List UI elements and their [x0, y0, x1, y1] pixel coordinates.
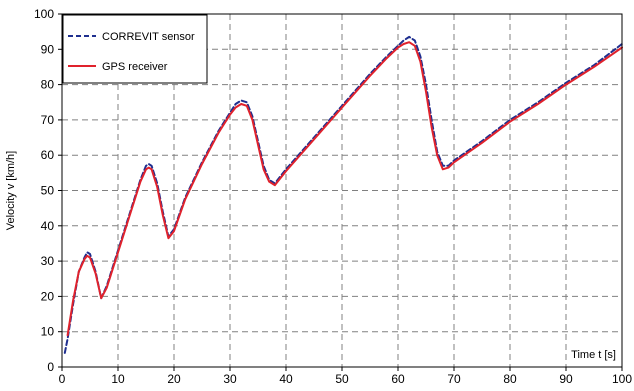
y-tick-label: 30 — [41, 254, 55, 268]
x-axis-label-box — [570, 345, 620, 363]
x-tick-label: 20 — [167, 372, 181, 386]
x-tick-label: 70 — [447, 372, 461, 386]
y-tick-label: 70 — [41, 113, 55, 127]
y-tick-label: 40 — [41, 219, 55, 233]
y-tick-label: 20 — [41, 289, 55, 303]
x-axis-ticks: 0 10 20 30 40 50 60 70 80 90 100 — [59, 367, 632, 386]
x-tick-label: 100 — [612, 372, 632, 386]
y-tick-label: 50 — [41, 184, 55, 198]
legend-label-gps: GPS receiver — [102, 61, 168, 73]
x-tick-label: 80 — [503, 372, 517, 386]
legend-box — [62, 14, 208, 84]
legend: CORREVIT sensor GPS receiver — [62, 14, 208, 84]
y-tick-label: 100 — [34, 7, 54, 21]
x-tick-label: 40 — [279, 372, 293, 386]
y-tick-label: 90 — [41, 42, 55, 56]
x-tick-label: 10 — [111, 372, 125, 386]
y-tick-label: 80 — [41, 78, 55, 92]
y-tick-label: 60 — [41, 148, 55, 162]
y-axis-label: Velocity v [km/h] — [5, 151, 17, 230]
x-tick-label: 30 — [223, 372, 237, 386]
legend-label-correvit: CORREVIT sensor — [102, 31, 195, 43]
x-axis-label: Time t [s] — [571, 349, 616, 361]
x-tick-label: 90 — [559, 372, 573, 386]
series-lines — [63, 35, 623, 354]
y-tick-label: 10 — [41, 325, 55, 339]
x-tick-label: 50 — [335, 372, 349, 386]
y-axis-ticks: 0 10 20 30 40 50 60 70 80 90 100 — [34, 7, 62, 374]
series-line-gps — [66, 41, 623, 337]
y-tick-label: 0 — [47, 360, 54, 374]
x-tick-label: 0 — [59, 372, 66, 386]
x-tick-label: 60 — [391, 372, 405, 386]
